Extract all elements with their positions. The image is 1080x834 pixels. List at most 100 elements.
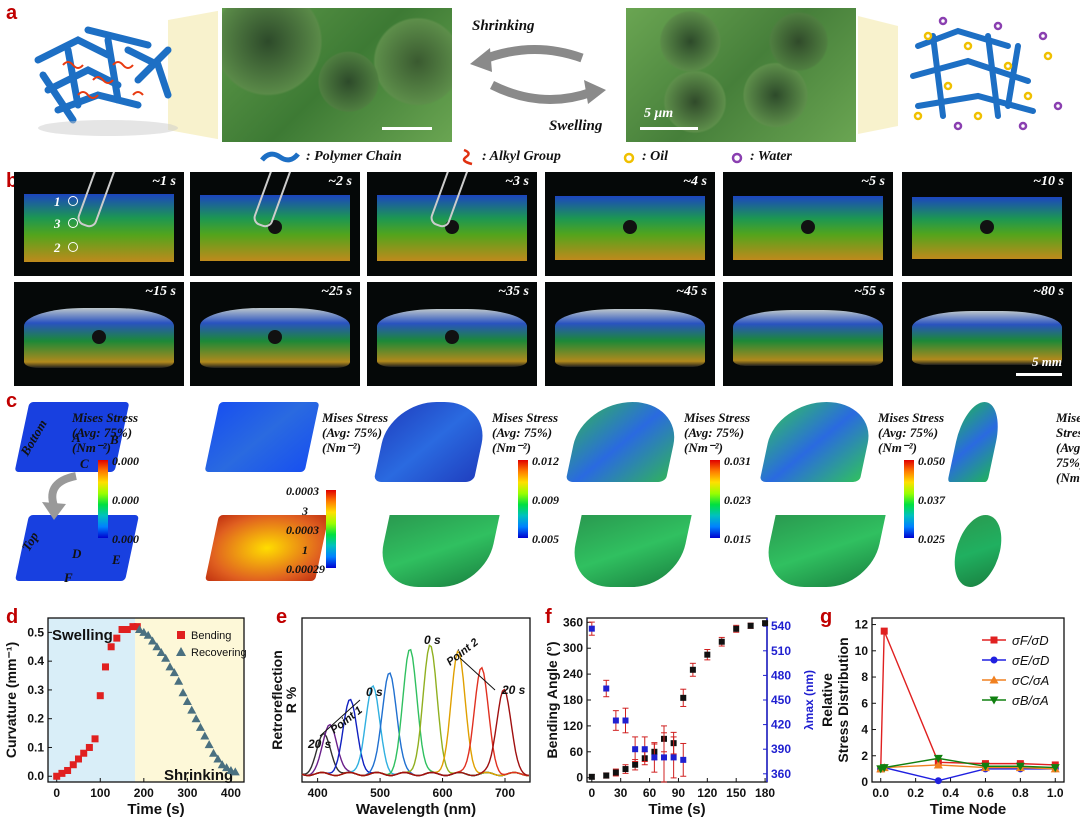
microscope-image-swollen <box>222 8 452 142</box>
flip-arrow-icon <box>42 472 77 520</box>
x-tick-label: 0 <box>588 786 595 800</box>
timelapse-photo: ~35 s <box>367 282 537 386</box>
mises-title-line: (Avg: 75%) <box>878 425 939 440</box>
data-point <box>169 668 179 677</box>
data-point <box>980 762 990 771</box>
hydrogel-film <box>912 310 1062 366</box>
mises-title-line: Mises Stress <box>684 410 751 425</box>
water-icon <box>731 152 743 164</box>
data-point <box>217 760 227 769</box>
time-label: ~35 s <box>498 284 529 299</box>
timelapse-photo: ~15 s <box>14 282 184 386</box>
fea-point-label: D <box>72 546 82 561</box>
x-tick-label: 1.0 <box>1047 786 1064 800</box>
fea-point-label: C <box>80 456 89 471</box>
x-tick-label: 0.0 <box>872 786 889 800</box>
data-point <box>651 754 658 761</box>
chart-d-curvature: 0 100 200 300 400 0.0 0.1 0.2 0.3 0.4 0.5 Time (s) C… <box>3 617 247 818</box>
data-point <box>990 656 998 664</box>
data-point <box>989 696 999 705</box>
x-tick-label: 30 <box>614 786 628 800</box>
x-tick-label: 0.4 <box>942 786 959 800</box>
timelapse-photo: ~5 s <box>723 172 893 276</box>
y-tick-label: 0.0 <box>27 769 44 783</box>
data-point <box>176 647 186 656</box>
panel-label-a: a <box>6 2 18 24</box>
data-point <box>622 717 629 724</box>
y2-tick-label: 450 <box>771 693 791 707</box>
colorbar-value: 0.025 <box>918 532 945 546</box>
x-tick-label: 400 <box>221 786 241 800</box>
data-point <box>718 638 725 645</box>
y-tick-label: 2 <box>861 749 868 763</box>
panel-label-e: e <box>276 606 288 628</box>
hydrogel-film <box>733 310 883 366</box>
legend-alkyl-group: : Alkyl Group <box>482 149 561 164</box>
mises-title-line: Mises Stress <box>72 410 139 425</box>
time-label: ~2 s <box>328 174 352 189</box>
fea-point-label: F <box>64 570 73 585</box>
colorbar-value: 0.000 <box>112 454 139 468</box>
mises-title-line: (Avg: 75%) <box>492 425 553 440</box>
plot-frame <box>586 617 768 783</box>
region-label-shrinking: Shrinking <box>164 767 233 784</box>
y2-tick-label: 390 <box>771 742 791 756</box>
data-point <box>933 754 943 763</box>
stress-colorbar <box>98 460 108 538</box>
data-point <box>85 743 93 751</box>
mises-stress-title: Mises Stress(Avg: 75%)(Nm⁻²) <box>878 410 944 455</box>
colorbar-value: 0.023 <box>724 493 751 507</box>
mises-title-line: Mises Stress <box>1056 410 1080 440</box>
y-tick-label: 60 <box>570 745 584 759</box>
y-tick-label: 0 <box>576 771 583 785</box>
colorbar-value: 3 <box>302 503 308 518</box>
data-point <box>990 636 998 644</box>
droplet-spot <box>268 330 282 344</box>
data-point <box>91 735 99 743</box>
chart-e-retroreflection: 400 500 600 700 Wavelength (nm) Retroreflecti… <box>270 617 531 818</box>
timelapse-photo: ~2 s <box>190 172 360 276</box>
droplet-spot <box>445 330 459 344</box>
plot-frame <box>47 617 245 783</box>
mises-title-line: (Nm⁻²) <box>322 440 361 455</box>
colorbar-value: 0.0003 <box>286 523 319 537</box>
data-point <box>689 666 696 673</box>
mises-title-line: Mises Stress <box>878 410 945 425</box>
spectrum-line <box>301 688 529 777</box>
time-label: ~1 s <box>152 174 176 189</box>
swelling-label: Swelling <box>549 118 603 134</box>
data-point <box>182 696 192 705</box>
mises-title-line: (Nm⁻²) <box>878 440 917 455</box>
x-axis-label: Time (s) <box>127 801 184 818</box>
x-tick-label: 200 <box>134 786 154 800</box>
time-label: ~10 s <box>1033 174 1064 189</box>
data-point <box>195 722 205 731</box>
fea-point-label: A <box>72 430 81 445</box>
data-point <box>113 634 121 642</box>
legend-oil: : Oil <box>642 149 669 164</box>
data-point <box>622 766 629 773</box>
colorbar-value: 0.031 <box>724 454 751 468</box>
y2-tick-label: 420 <box>771 718 791 732</box>
alkyl-group-icon <box>462 148 473 166</box>
x-axis-label: Wavelength (nm) <box>356 801 476 818</box>
data-point <box>152 642 162 651</box>
data-point <box>612 769 619 776</box>
annotation-20s: 20 s <box>501 683 526 697</box>
mises-title-line: (Avg: 75%) <box>684 425 745 440</box>
data-point <box>661 754 668 761</box>
data-point <box>747 622 754 629</box>
time-label: ~5 s <box>861 174 885 189</box>
stress-colorbar <box>518 460 528 538</box>
data-point <box>222 763 232 772</box>
data-point <box>191 714 201 723</box>
colorbar-value: 0.000 <box>112 532 139 546</box>
droplet-spot <box>980 220 994 234</box>
y-tick-label: 0.5 <box>27 625 44 639</box>
scale-bar-right <box>640 127 698 130</box>
x-tick-label: 500 <box>370 786 390 800</box>
point-circle <box>68 196 78 206</box>
point-label: 1 <box>54 194 61 209</box>
data-point <box>230 767 240 776</box>
data-point <box>107 643 115 651</box>
